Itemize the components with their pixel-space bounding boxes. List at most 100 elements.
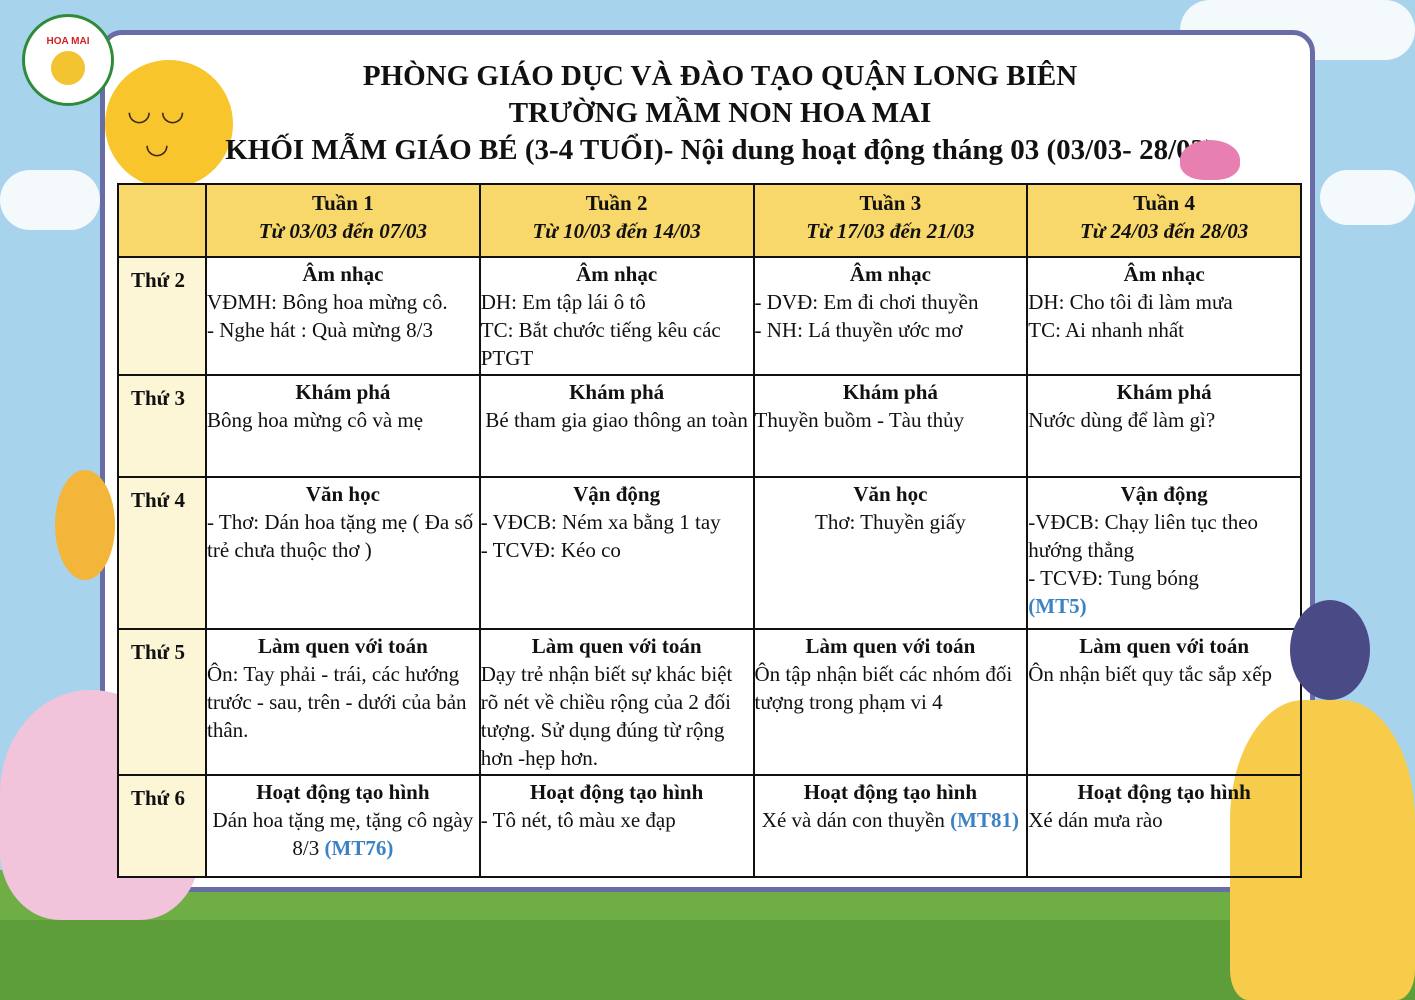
table-row: Thứ 3 Khám phá Bông hoa mừng cô và mẹ Khám … <box>117 374 1302 478</box>
activity-cell: Làm quen với toán Ôn: Tay phải - trái, cá… <box>205 628 481 776</box>
activity-cell: Vận động - VĐCB: Ném xa bằng 1 tay - TCVĐ:… <box>478 476 755 630</box>
detail-text: - VĐCB: Ném xa bằng 1 tay <box>480 510 721 534</box>
detail-text: Bông hoa mừng cô và mẹ <box>207 408 424 432</box>
detail-text: Bé tham gia giao thông an toàn <box>485 408 748 432</box>
activity-detail: Ôn tập nhận biết các nhóm đối tượng tron… <box>755 660 1027 716</box>
day-label: Thứ 4 <box>117 476 207 630</box>
detail-text: Ôn nhận biết quy tắc sắp xếp <box>1028 662 1273 686</box>
activity-cell: Âm nhạc DH: Cho tôi đi làm mưa TC: Ai nhan… <box>1026 256 1302 376</box>
activity-cell: Hoạt động tạo hình Xé dán mưa rào <box>1026 774 1302 878</box>
detail-text: Xé dán mưa rào <box>1028 808 1163 832</box>
activity-title: Khám phá <box>295 380 391 404</box>
activity-detail: Xé dán mưa rào <box>1028 806 1300 834</box>
activity-detail: Ôn: Tay phải - trái, các hướng trước - s… <box>207 660 479 744</box>
activity-detail: TC: Ai nhanh nhất <box>1028 316 1300 344</box>
detail-text: - DVĐ: Em đi chơi thuyền <box>754 290 979 314</box>
objective-code: (MT81) <box>950 808 1019 832</box>
detail-text: Ôn: Tay phải - trái, các hướng trước - s… <box>207 662 467 742</box>
detail-text: - NH: Lá thuyền ước mơ <box>754 318 963 342</box>
activity-detail: - Thơ: Dán hoa tặng mẹ ( Đa số trẻ chưa … <box>207 508 479 564</box>
week-header-4: Tuần 4 Từ 24/03 đến 28/03 <box>1026 183 1302 258</box>
activity-title: Hoạt động tạo hình <box>256 780 430 804</box>
sun-illustration: ◡ ◡ ◡ <box>105 60 233 188</box>
activity-detail: -VĐCB: Chạy liên tục theo hướng thẳng <box>1028 508 1300 564</box>
week-name: Tuần 3 <box>859 191 922 215</box>
activity-detail: DH: Em tập lái ô tô <box>481 288 753 316</box>
activity-title: Âm nhạc <box>302 262 384 286</box>
table-row: Thứ 5 Làm quen với toán Ôn: Tay phải - trá… <box>117 628 1302 776</box>
detail-text: Dạy trẻ nhận biết sự khác biệt rõ nét về… <box>480 662 733 770</box>
activity-detail: - TCVĐ: Tung bóng <box>1028 564 1300 592</box>
activity-cell: Khám phá Thuyền buồm - Tàu thủy <box>752 374 1029 478</box>
activity-title: Hoạt động tạo hình <box>529 780 704 804</box>
week-name: Tuần 4 <box>1133 191 1195 215</box>
title-school: TRƯỜNG MẦM NON HOA MAI <box>508 97 932 129</box>
butterfly-illustration <box>55 470 115 580</box>
activity-title: Làm quen với toán <box>258 634 428 658</box>
activity-detail: - Tô nét, tô màu xe đạp <box>481 806 753 834</box>
week-range: Từ 10/03 đến 14/03 <box>532 219 701 243</box>
objective-code: (MT5) <box>1028 594 1087 618</box>
detail-text: TC: Ai nhanh nhất <box>1028 318 1184 342</box>
detail-text: Thơ: Thuyền giấy <box>815 510 966 534</box>
activity-title: Khám phá <box>842 380 938 404</box>
week-name: Tuần 1 <box>312 191 374 215</box>
activity-cell: Âm nhạc - DVĐ: Em đi chơi thuyền - NH: Lá … <box>752 256 1029 376</box>
activity-cell: Âm nhạc DH: Em tập lái ô tô TC: Bắt chước … <box>478 256 755 376</box>
table-row: Thứ 4 Văn học - Thơ: Dán hoa tặng mẹ ( Đa … <box>117 476 1302 630</box>
week-header-3: Tuần 3 Từ 17/03 đến 21/03 <box>752 183 1029 258</box>
activity-detail: TC: Bắt chước tiếng kêu các PTGT <box>481 316 753 372</box>
detail-text: VĐMH: Bông hoa mừng cô. <box>207 290 448 314</box>
activity-title: Khám phá <box>569 380 665 404</box>
activity-detail: Bông hoa mừng cô và mẹ <box>207 406 479 434</box>
activity-cell: Làm quen với toán Dạy trẻ nhận biết sự kh… <box>478 628 755 776</box>
activity-title: Làm quen với toán <box>531 634 702 658</box>
activity-cell: Hoạt động tạo hình Xé và dán con thuyền (… <box>752 774 1029 878</box>
activity-title: Âm nhạc <box>849 262 931 286</box>
detail-text: DH: Em tập lái ô tô <box>480 290 646 314</box>
detail-text: Thuyền buồm - Tàu thủy <box>754 408 965 432</box>
week-header-2: Tuần 2 Từ 10/03 đến 14/03 <box>478 183 755 258</box>
activity-cell: Khám phá Bé tham gia giao thông an toàn <box>478 374 755 478</box>
day-label: Thứ 2 <box>117 256 207 376</box>
activity-title: Âm nhạc <box>1123 262 1205 286</box>
activity-title: Vận động <box>573 482 661 506</box>
detail-text: - Tô nét, tô màu xe đạp <box>480 808 676 832</box>
detail-text: Dán hoa tặng mẹ, tặng cô ngày 8/3 <box>212 808 474 860</box>
activity-title: Âm nhạc <box>576 262 658 286</box>
week-range: Từ 24/03 đến 28/03 <box>1079 219 1249 243</box>
activity-title: Hoạt động tạo hình <box>803 780 978 804</box>
title-department: PHÒNG GIÁO DỤC VÀ ĐÀO TẠO QUẬN LONG BIÊN <box>362 60 1078 92</box>
activity-detail: - VĐCB: Ném xa bằng 1 tay <box>481 508 753 536</box>
activity-title: Văn học <box>853 482 928 506</box>
activity-title: Hoạt động tạo hình <box>1077 780 1251 804</box>
cloud <box>0 170 100 230</box>
activity-cell: Âm nhạc VĐMH: Bông hoa mừng cô. - Nghe hát… <box>205 256 481 376</box>
activity-detail: Xé và dán con thuyền (MT81) <box>755 806 1027 834</box>
cloud <box>1320 170 1415 225</box>
activity-cell: Làm quen với toán Ôn tập nhận biết các nh… <box>752 628 1029 776</box>
week-range: Từ 17/03 đến 21/03 <box>806 219 975 243</box>
activity-schedule-table: Tuần 1 Từ 03/03 đến 07/03 Tuần 2 Từ 10/03 đ… <box>117 183 1302 878</box>
princess-illustration <box>1290 600 1370 700</box>
activity-detail: Thuyền buồm - Tàu thủy <box>755 406 1027 434</box>
grass <box>0 920 1415 1000</box>
activity-detail: VĐMH: Bông hoa mừng cô. <box>207 288 479 316</box>
flower-icon <box>51 50 85 85</box>
title-plan: KHỐI MẪM GIÁO BÉ (3-4 TUỔI)- Nội dung ho… <box>225 134 1215 166</box>
detail-text: Ôn tập nhận biết các nhóm đối tượng tron… <box>754 662 1013 714</box>
activity-cell: Khám phá Nước dùng để làm gì? <box>1026 374 1302 478</box>
activity-detail: Nước dùng để làm gì? <box>1028 406 1300 434</box>
detail-text: - Thơ: Dán hoa tặng mẹ ( Đa số trẻ chưa … <box>207 510 474 562</box>
detail-text: Xé và dán con thuyền <box>761 808 945 832</box>
activity-title: Văn học <box>305 482 380 506</box>
day-label: Thứ 5 <box>117 628 207 776</box>
butterfly-illustration <box>1180 140 1240 180</box>
activity-detail: - Nghe hát : Quà mừng 8/3 <box>207 316 479 344</box>
detail-text: TC: Bắt chước tiếng kêu các PTGT <box>480 318 721 370</box>
activity-detail: Thơ: Thuyền giấy <box>755 508 1027 536</box>
detail-text: DH: Cho tôi đi làm mưa <box>1028 290 1233 314</box>
activity-cell: Khám phá Bông hoa mừng cô và mẹ <box>205 374 481 478</box>
page-title: PHÒNG GIÁO DỤC VÀ ĐÀO TẠO QUẬN LONG BIÊN… <box>120 58 1320 169</box>
activity-detail: Ôn nhận biết quy tắc sắp xếp <box>1028 660 1300 688</box>
